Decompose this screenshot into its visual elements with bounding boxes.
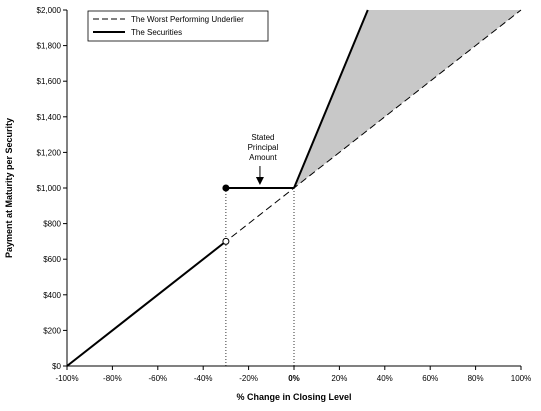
- x-axis-title: % Change in Closing Level: [236, 392, 351, 402]
- x-ticks-layer: -100% -80% -60% -40% -20% 0% 20% 40% 60% 80% 100%: [55, 366, 531, 383]
- y-tick-label: $1,600: [37, 77, 62, 86]
- y-tick-label: $400: [43, 291, 61, 300]
- series-securities-segment-0: [66, 240, 227, 367]
- y-ticks-layer: $0 $200 $400 $600 $800 $1,000 $1,200 $1,400 $1,6…: [37, 6, 67, 371]
- marker-filled-0: [222, 184, 230, 192]
- x-tick-label: 0%: [288, 374, 300, 383]
- legend-box: [87, 10, 269, 42]
- legend-label-underlier: The Worst Performing Underlier: [131, 15, 244, 24]
- marker-hollow-1: [222, 237, 230, 245]
- y-tick-label: $1,000: [37, 184, 62, 193]
- y-tick-label: $1,400: [37, 113, 62, 122]
- y-tick-label: $600: [43, 255, 61, 264]
- y-tick-label: $200: [43, 326, 61, 335]
- x-tick-label: -60%: [148, 374, 167, 383]
- x-tick-label: 40%: [377, 374, 393, 383]
- y-tick-label: $800: [43, 220, 61, 229]
- x-tick-label: -40%: [194, 374, 213, 383]
- x-tick-label: -100%: [55, 374, 78, 383]
- x-tick-label: 100%: [511, 374, 531, 383]
- markers-layer: [222, 184, 230, 245]
- x-tick-label: 60%: [422, 374, 438, 383]
- x-tick-label: 80%: [468, 374, 484, 383]
- x-tick-label: -20%: [239, 374, 258, 383]
- y-tick-label: $0: [52, 362, 61, 371]
- y-tick-label: $1,800: [37, 42, 62, 51]
- legend-label-securities: The Securities: [131, 28, 182, 37]
- series-layer: [66, 9, 522, 367]
- series-securities-segment-2: [293, 9, 369, 189]
- x-tick-label: -80%: [103, 374, 122, 383]
- stated-principal-annotation: Stated Principal Amount: [248, 133, 279, 185]
- annotation-line-2: Principal: [248, 143, 279, 152]
- x-tick-label: 20%: [331, 374, 347, 383]
- y-tick-label: $1,200: [37, 148, 62, 157]
- y-tick-label: $2,000: [37, 6, 62, 15]
- annotation-line-3: Amount: [249, 153, 277, 162]
- legend: The Worst Performing Underlier The Secur…: [87, 10, 269, 42]
- y-axis-title: Payment at Maturity per Security: [4, 118, 14, 258]
- annotation-line-1: Stated: [251, 133, 274, 142]
